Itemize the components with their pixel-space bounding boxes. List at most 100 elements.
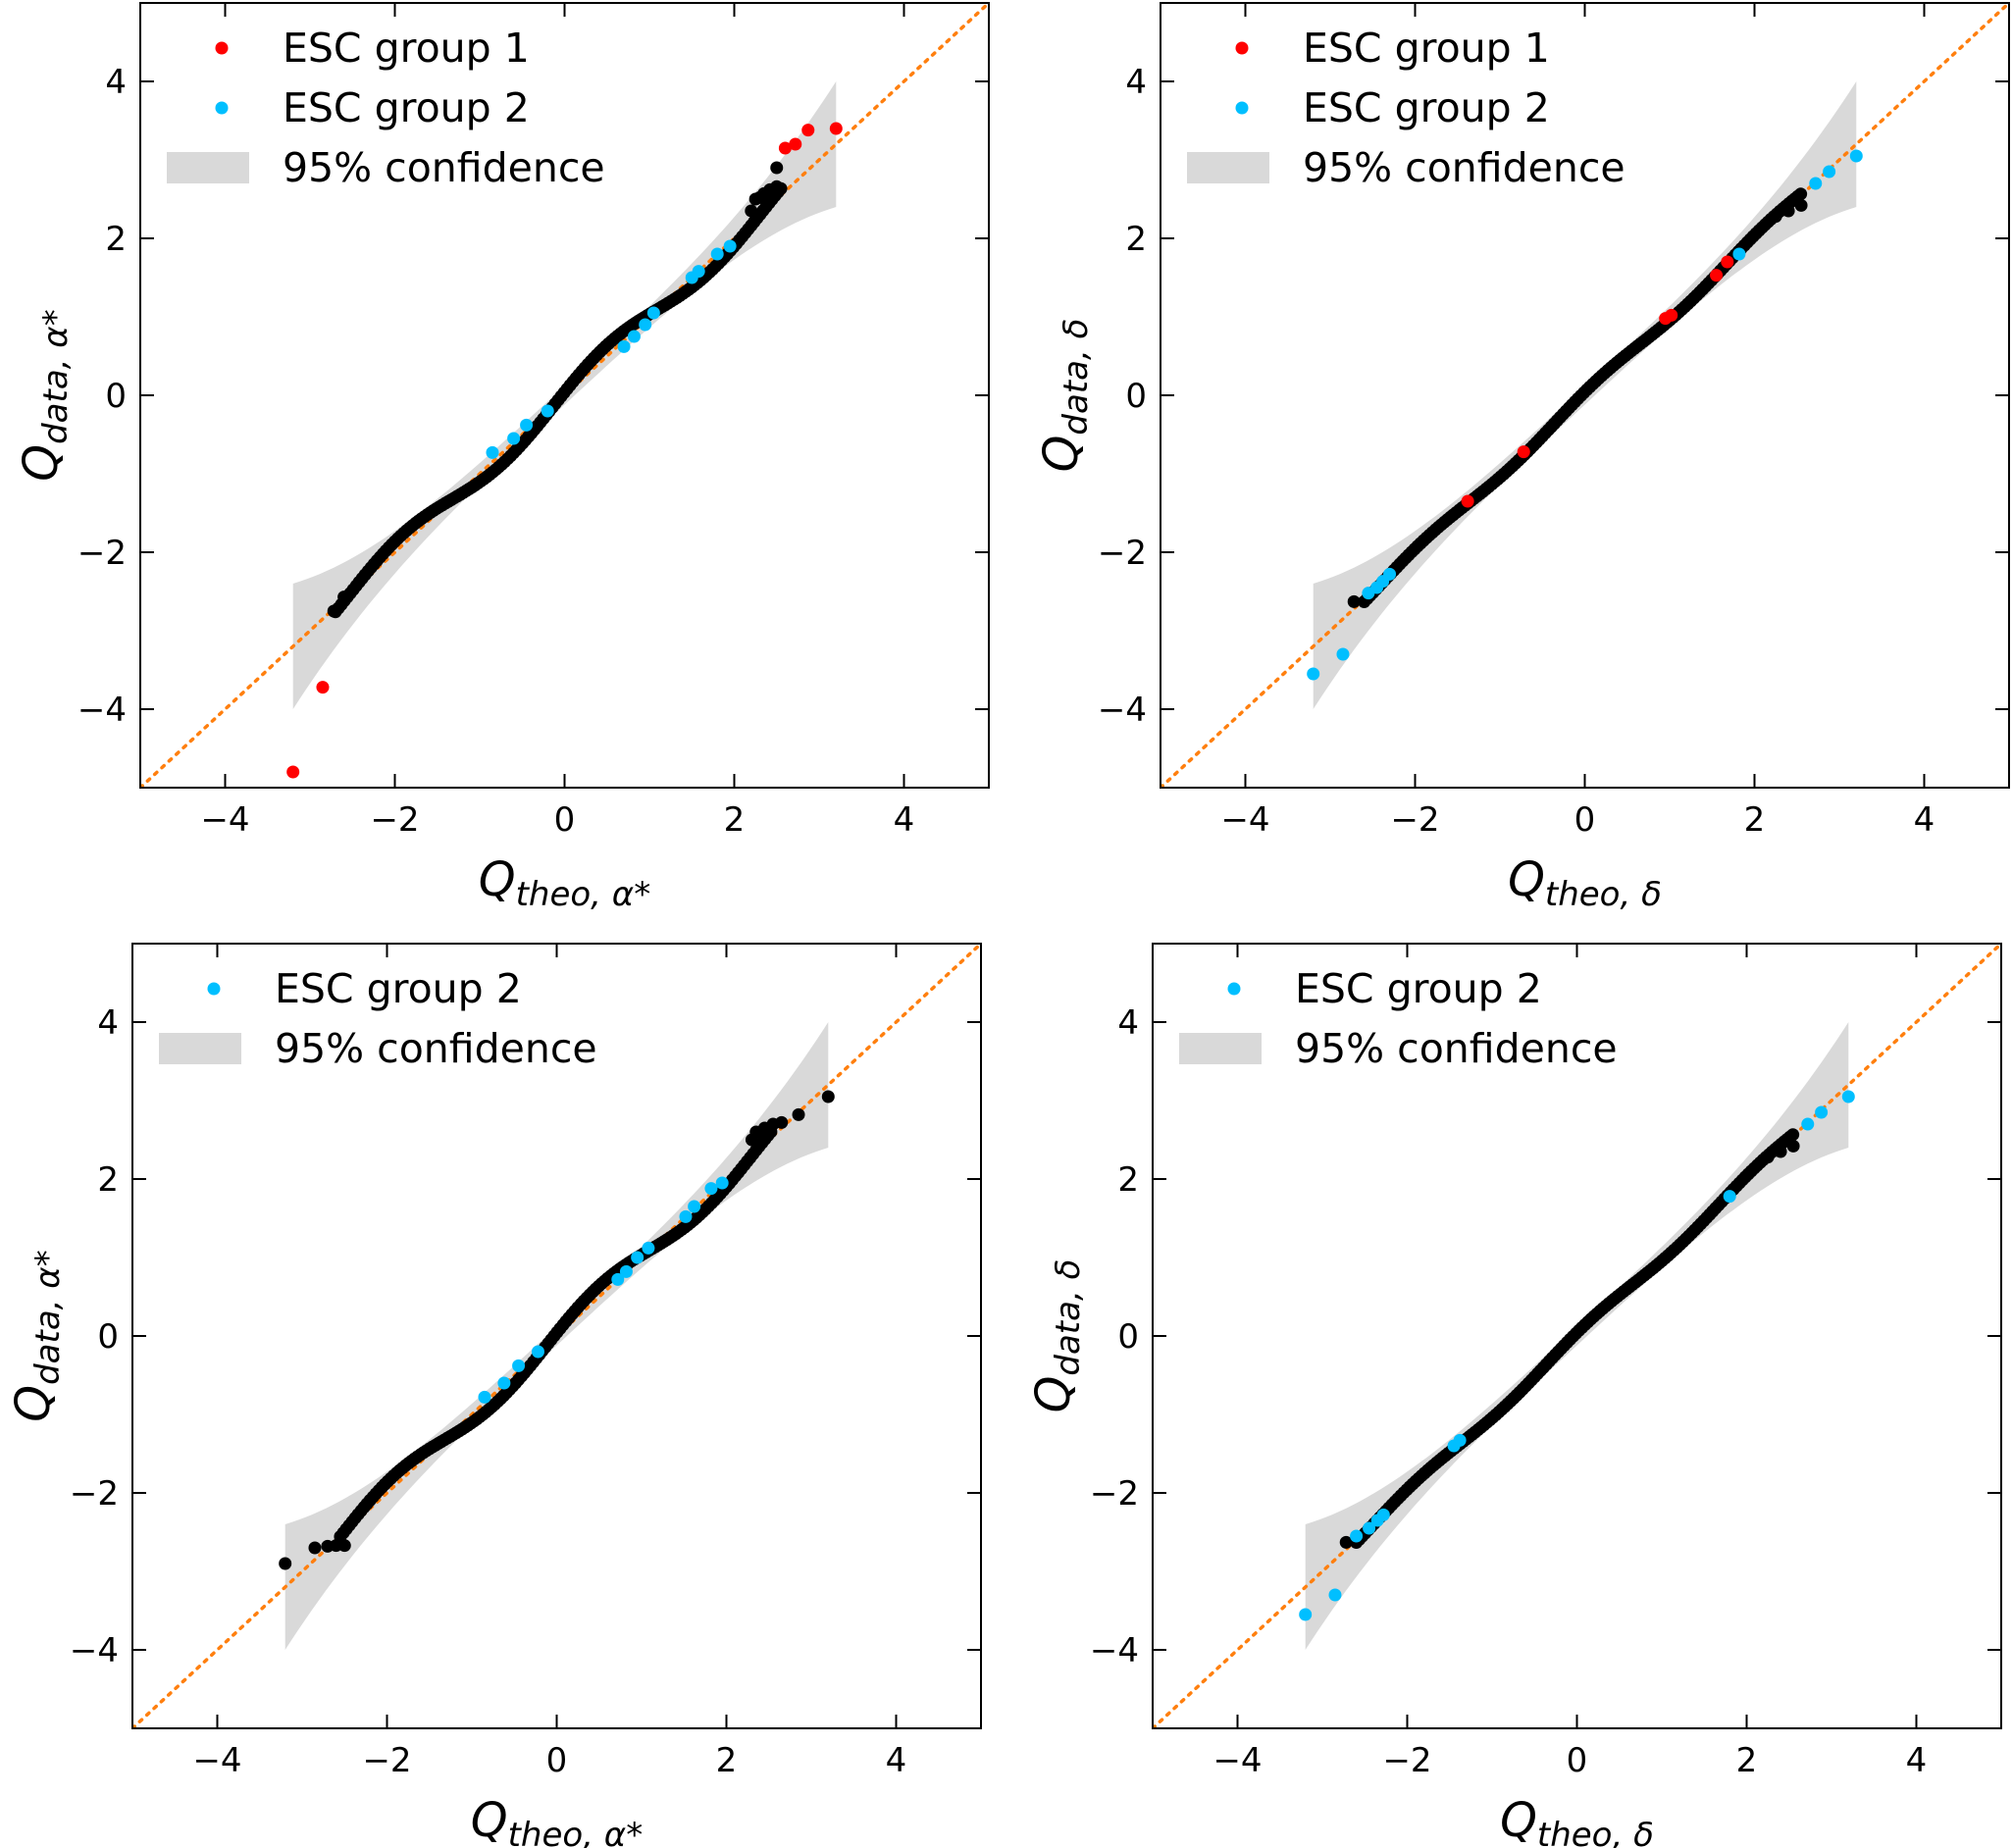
y-tick-label: 0 bbox=[1117, 1317, 1139, 1357]
esc-group-2-point bbox=[497, 1376, 511, 1390]
esc-group-1-point bbox=[1517, 445, 1530, 459]
x-tick-label: −2 bbox=[370, 800, 419, 840]
x-tick-label: 0 bbox=[546, 1741, 568, 1780]
y-tick-label: 4 bbox=[105, 63, 127, 102]
legend-marker bbox=[1235, 101, 1249, 115]
esc-group-2-point bbox=[710, 247, 724, 261]
legend-label: 95% confidence bbox=[1303, 144, 1625, 191]
x-tick-label: 0 bbox=[554, 800, 576, 840]
legend-label: ESC group 2 bbox=[1303, 84, 1550, 131]
y-tick-label: 0 bbox=[1125, 377, 1147, 416]
x-tick-label: 0 bbox=[1567, 1741, 1588, 1780]
esc-group-2-point bbox=[619, 1264, 633, 1278]
data-point bbox=[792, 1107, 805, 1121]
esc-group-2-point bbox=[646, 306, 660, 320]
esc-group-1-point bbox=[778, 141, 792, 155]
data-point bbox=[1786, 1128, 1800, 1142]
y-tick-label: −2 bbox=[77, 534, 127, 573]
x-axis-label: Qtheo, δ bbox=[1508, 852, 1662, 914]
y-tick-label: 4 bbox=[97, 1003, 119, 1043]
data-point bbox=[1794, 187, 1808, 201]
x-tick-label: −4 bbox=[192, 1741, 241, 1780]
x-tick-label: 2 bbox=[716, 1741, 738, 1780]
esc-group-2-point bbox=[631, 1251, 645, 1264]
x-tick-label: 4 bbox=[1906, 1741, 1928, 1780]
esc-group-2-point bbox=[1823, 165, 1836, 179]
data-point bbox=[1774, 1145, 1787, 1158]
chart-panel-bottom-left: −4 −2 0 2 4 −4 −2 0 2 4 Qtheo, α* Qdata, α* ESC grou… bbox=[6, 943, 982, 1848]
esc-group-2-point bbox=[692, 265, 705, 279]
legend-marker bbox=[215, 41, 229, 55]
esc-group-2-point bbox=[642, 1241, 655, 1255]
data-point bbox=[1781, 204, 1795, 218]
data-point bbox=[770, 180, 784, 193]
x-tick-label: 2 bbox=[1736, 1741, 1758, 1780]
legend-label: ESC group 1 bbox=[283, 25, 530, 72]
data-points bbox=[1299, 1090, 1855, 1621]
x-tick-label: 2 bbox=[724, 800, 746, 840]
esc-group-2-point bbox=[1809, 177, 1823, 190]
y-axis-label: Qdata, α* bbox=[6, 1250, 68, 1421]
data-point bbox=[745, 204, 758, 218]
esc-group-2-point bbox=[486, 445, 499, 459]
esc-group-2-point bbox=[1841, 1090, 1855, 1104]
esc-group-2-point bbox=[1815, 1105, 1829, 1119]
legend-marker bbox=[1235, 41, 1249, 55]
legend-marker bbox=[207, 982, 221, 996]
x-tick-label: 4 bbox=[1914, 800, 1935, 840]
y-axis-label: Qdata, δ bbox=[1034, 319, 1096, 473]
x-axis-label: Qtheo, δ bbox=[1500, 1793, 1654, 1848]
legend-label: ESC group 2 bbox=[275, 965, 522, 1012]
esc-group-2-point bbox=[507, 432, 521, 445]
esc-group-2-point bbox=[1801, 1117, 1815, 1131]
y-tick-label: −2 bbox=[70, 1474, 119, 1514]
data-point bbox=[775, 1115, 789, 1129]
legend-label: ESC group 2 bbox=[1295, 965, 1542, 1012]
esc-group-2-point bbox=[512, 1359, 526, 1372]
legend-label: 95% confidence bbox=[275, 1025, 597, 1072]
x-tick-label: 4 bbox=[894, 800, 915, 840]
esc-group-2-point bbox=[627, 330, 641, 343]
esc-group-1-point bbox=[789, 137, 802, 151]
esc-group-2-point bbox=[679, 1209, 693, 1223]
y-tick-label: 2 bbox=[105, 220, 127, 259]
legend-marker bbox=[1227, 982, 1241, 996]
data-point bbox=[821, 1090, 835, 1104]
x-axis-label: Qtheo, α* bbox=[479, 852, 650, 914]
x-tick-label: −2 bbox=[362, 1741, 411, 1780]
esc-group-2-point bbox=[617, 339, 631, 353]
esc-group-2-point bbox=[1363, 1521, 1376, 1535]
legend-label: 95% confidence bbox=[283, 144, 605, 191]
chart-panel-bottom-right: −4 −2 0 2 4 −4 −2 0 2 4 Qtheo, δ Qdata, δ ESC group … bbox=[1026, 943, 2002, 1848]
y-tick-label: 2 bbox=[1117, 1160, 1139, 1200]
x-axis-label: Qtheo, α* bbox=[471, 1793, 643, 1848]
x-tick-label: −2 bbox=[1382, 1741, 1431, 1780]
legend: ESC group 2 95% confidence bbox=[159, 965, 597, 1072]
y-tick-label: −4 bbox=[77, 691, 127, 730]
esc-group-2-point bbox=[688, 1200, 701, 1213]
esc-group-2-point bbox=[1336, 647, 1350, 661]
y-tick-label: −4 bbox=[1090, 1631, 1139, 1670]
esc-group-1-point bbox=[1665, 308, 1678, 322]
legend: ESC group 1 ESC group 2 95% confidence bbox=[1187, 25, 1625, 191]
esc-group-1-point bbox=[1461, 494, 1474, 508]
y-tick-label: −4 bbox=[1098, 691, 1147, 730]
legend-patch bbox=[167, 152, 249, 183]
data-point bbox=[327, 604, 340, 618]
x-tick-label: −4 bbox=[1220, 800, 1269, 840]
esc-group-2-point bbox=[531, 1345, 544, 1359]
data-point bbox=[308, 1541, 322, 1555]
y-tick-label: 4 bbox=[1117, 1003, 1139, 1043]
x-tick-label: −4 bbox=[200, 800, 249, 840]
data-point bbox=[770, 161, 784, 175]
data-point bbox=[1339, 1535, 1353, 1549]
data-points bbox=[1307, 149, 1863, 681]
data-point bbox=[1769, 210, 1782, 224]
legend-label: 95% confidence bbox=[1295, 1025, 1618, 1072]
data-points bbox=[279, 1090, 835, 1570]
esc-group-2-point bbox=[1453, 1433, 1467, 1447]
data-point bbox=[337, 1539, 351, 1553]
esc-group-2-point bbox=[723, 239, 737, 253]
data-point bbox=[1786, 1139, 1800, 1153]
esc-group-2-point bbox=[1307, 667, 1320, 681]
